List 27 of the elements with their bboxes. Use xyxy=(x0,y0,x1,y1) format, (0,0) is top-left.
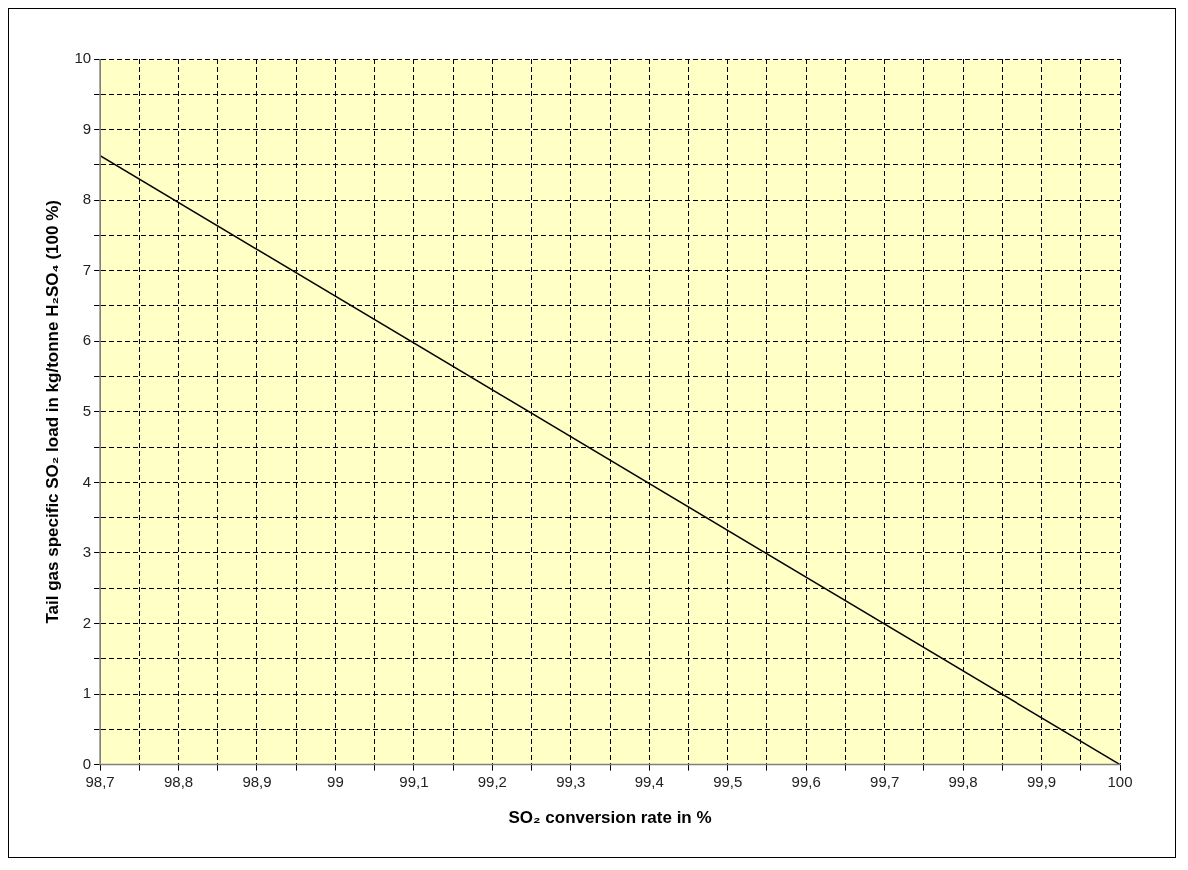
x-tick-label: 99,2 xyxy=(477,772,507,790)
y-tick-label: 4 xyxy=(82,472,92,490)
x-tick-label: 99,5 xyxy=(713,772,743,790)
x-tick-label: 98,9 xyxy=(242,772,272,790)
x-tick-label: 98,7 xyxy=(85,772,115,790)
x-tick-label: 99,4 xyxy=(634,772,664,790)
x-tick-label: 98,8 xyxy=(163,772,194,790)
x-tick-label: 99,6 xyxy=(791,772,821,790)
y-tick-label: 7 xyxy=(82,260,92,278)
y-axis-title: Tail gas specific SO₂ load in kg/tonne H₂SO₄ (100 %) xyxy=(42,200,62,624)
x-tick-label: 99,7 xyxy=(870,772,900,790)
x-tick-label: 99,1 xyxy=(399,772,429,790)
y-tick-label: 0 xyxy=(82,754,92,772)
x-axis-title: SO₂ conversion rate in % xyxy=(508,808,712,828)
x-tick-label: 99,3 xyxy=(556,772,586,790)
x-tick-label: 99,8 xyxy=(948,772,978,790)
y-tick-label: 5 xyxy=(82,401,92,419)
x-tick-label: 100 xyxy=(1107,772,1133,790)
y-tick-label: 3 xyxy=(82,543,92,561)
y-tick-label: 1 xyxy=(82,684,92,702)
y-tick-label: 6 xyxy=(82,331,92,349)
x-tick-label: 99,9 xyxy=(1026,772,1057,790)
y-tick-label: 8 xyxy=(82,190,92,208)
x-tick-label: 99 xyxy=(327,772,344,790)
y-tick-label: 2 xyxy=(82,613,92,631)
y-tick-label: 10 xyxy=(74,49,92,67)
y-tick-label: 9 xyxy=(82,119,92,137)
